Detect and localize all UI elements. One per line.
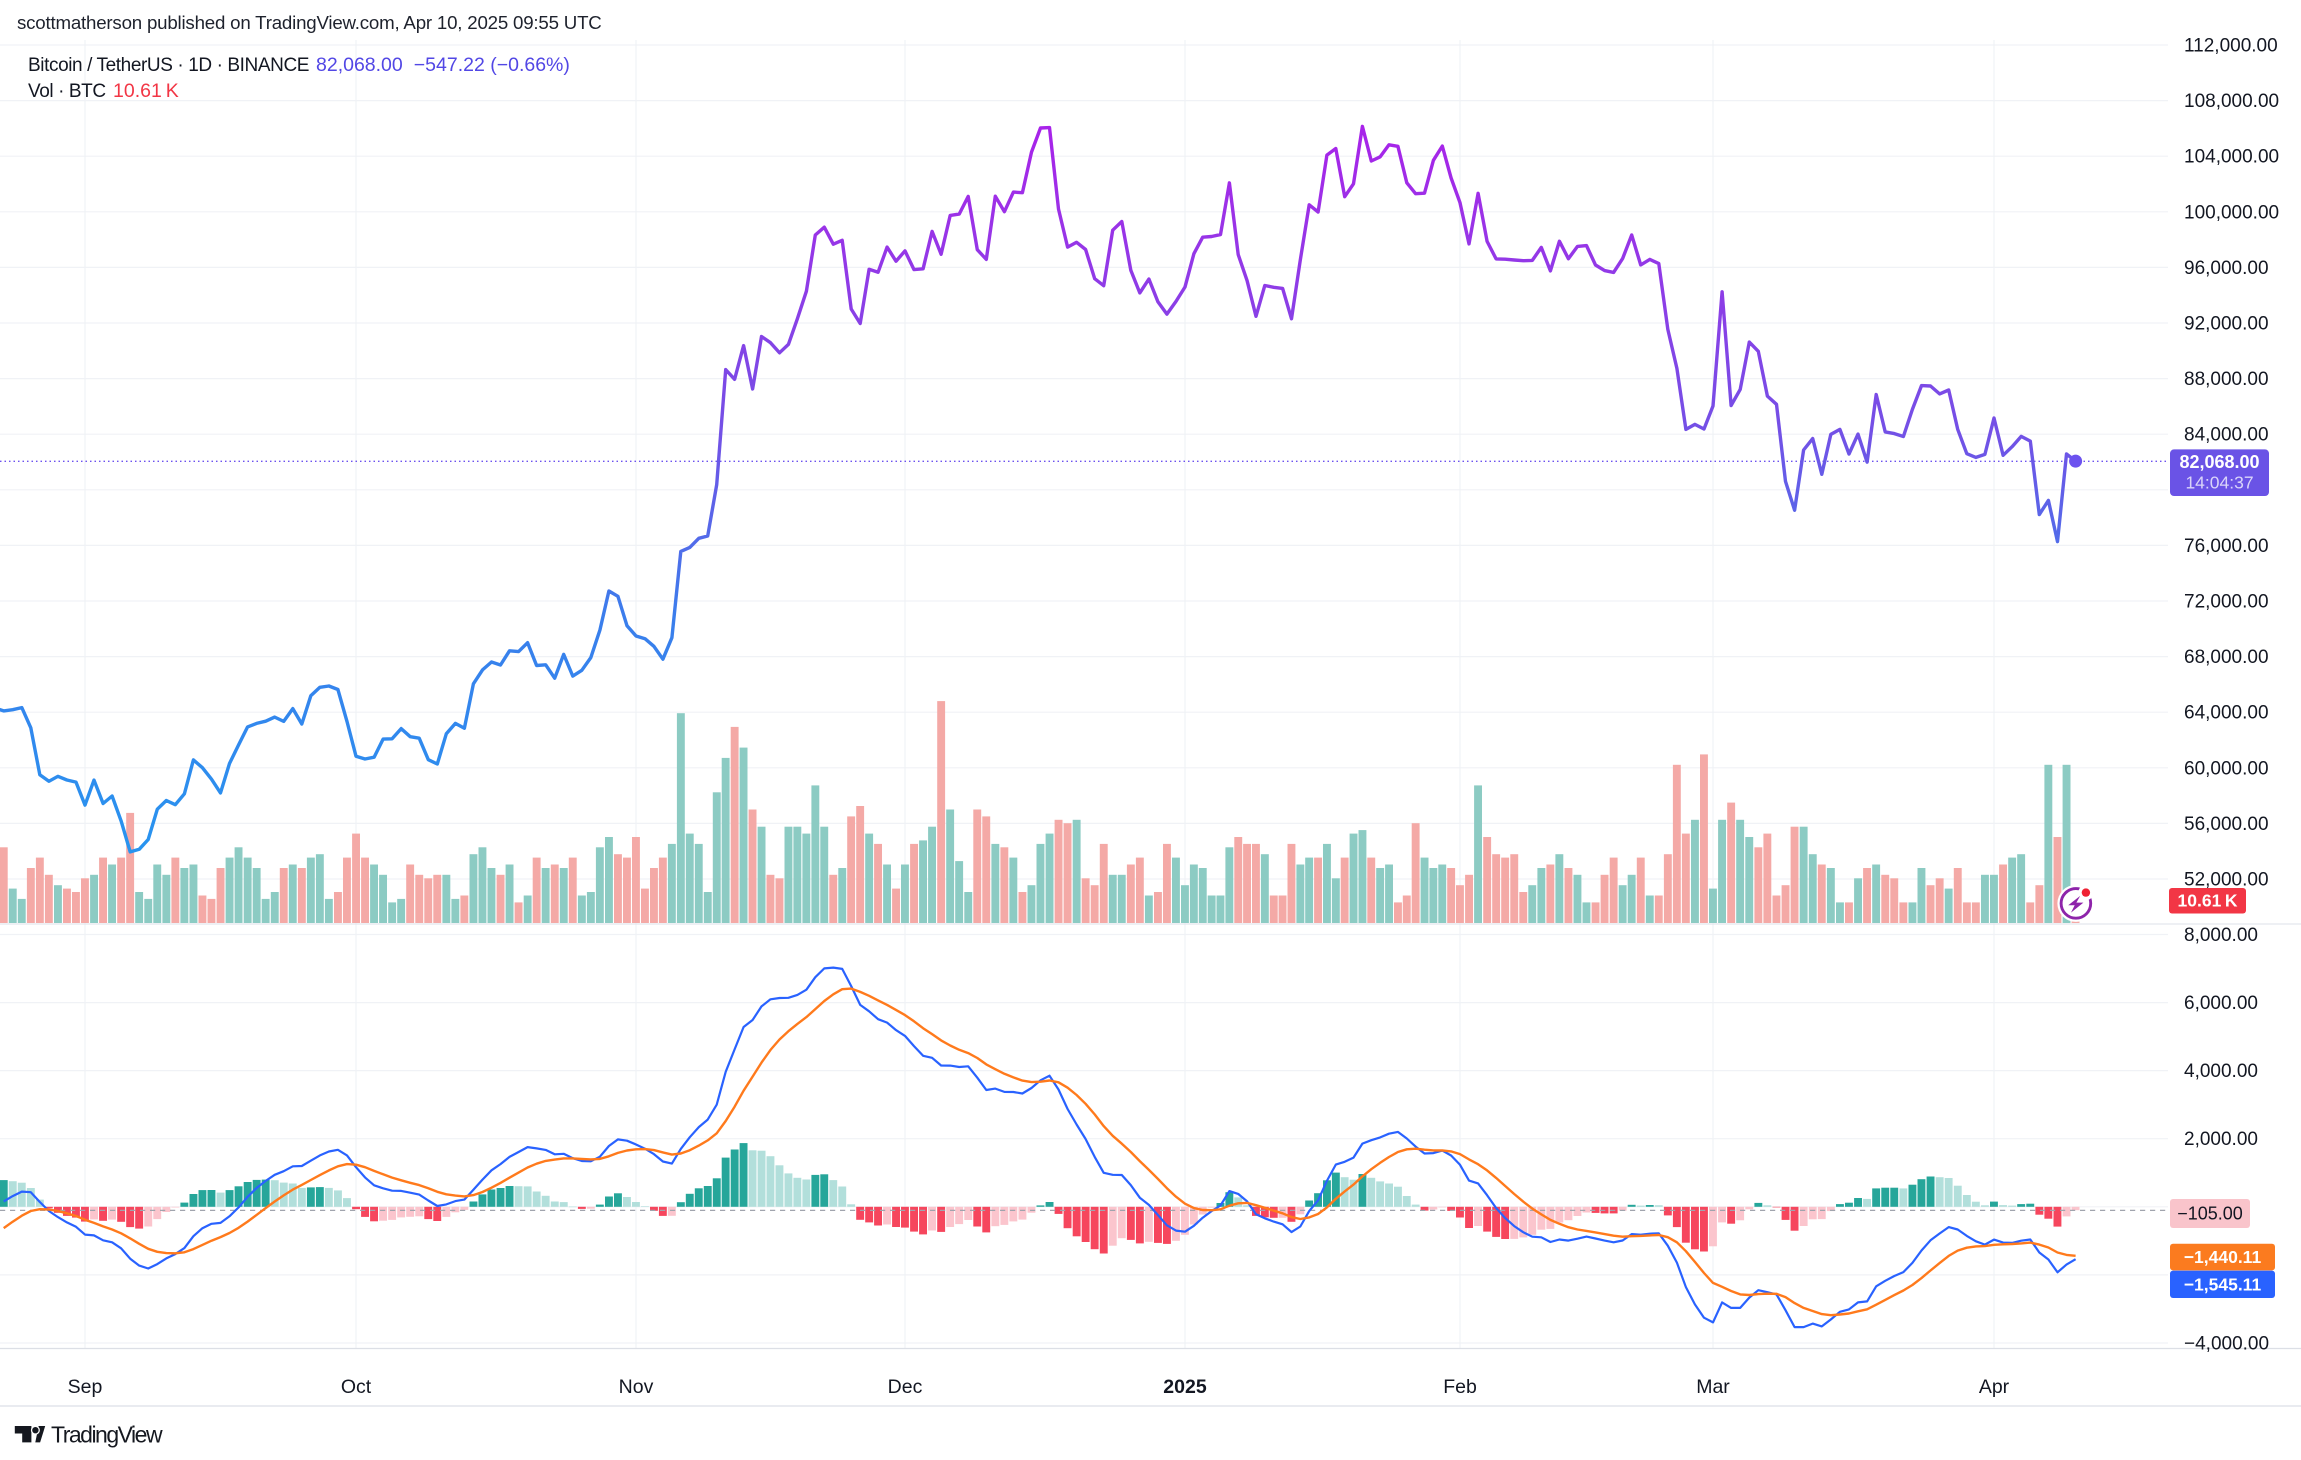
svg-text:76,000.00: 76,000.00 [2184, 536, 2269, 557]
svg-text:14:04:37: 14:04:37 [2185, 473, 2253, 493]
svg-text:108,000.00: 108,000.00 [2184, 91, 2279, 112]
svg-text:Dec: Dec [888, 1376, 923, 1398]
svg-text:scottmatherson published on Tr: scottmatherson published on TradingView.… [17, 12, 602, 33]
svg-text:Feb: Feb [1443, 1376, 1477, 1398]
svg-text:10.61 K: 10.61 K [113, 80, 179, 102]
svg-text:92,000.00: 92,000.00 [2184, 314, 2269, 335]
svg-text:64,000.00: 64,000.00 [2184, 703, 2269, 724]
svg-text:72,000.00: 72,000.00 [2184, 592, 2269, 613]
svg-text:−4,000.00: −4,000.00 [2184, 1334, 2269, 1355]
svg-text:Nov: Nov [619, 1376, 654, 1398]
svg-text:100,000.00: 100,000.00 [2184, 202, 2279, 223]
svg-text:Sep: Sep [68, 1376, 103, 1398]
svg-text:4,000.00: 4,000.00 [2184, 1061, 2258, 1082]
svg-text:2025: 2025 [1163, 1376, 1207, 1398]
svg-text:82,068.00−547.22 (−0.66%): 82,068.00 −547.22 (−0.66%) [316, 54, 570, 76]
svg-text:112,000.00: 112,000.00 [2184, 36, 2278, 57]
svg-text:−1,440.11: −1,440.11 [2184, 1247, 2262, 1267]
svg-text:88,000.00: 88,000.00 [2184, 369, 2269, 390]
svg-text:Oct: Oct [341, 1376, 372, 1398]
svg-text:52,000.00: 52,000.00 [2184, 870, 2269, 891]
svg-text:−105.00: −105.00 [2177, 1204, 2243, 1224]
svg-text:84,000.00: 84,000.00 [2184, 425, 2269, 446]
svg-text:Bitcoin / TetherUS · 1D · BINA: Bitcoin / TetherUS · 1D · BINANCE [28, 55, 309, 76]
svg-text:6,000.00: 6,000.00 [2184, 993, 2258, 1014]
svg-text:56,000.00: 56,000.00 [2184, 814, 2269, 835]
svg-text:8,000.00: 8,000.00 [2184, 925, 2258, 946]
svg-text:Vol · BTC: Vol · BTC [28, 81, 106, 102]
svg-text:68,000.00: 68,000.00 [2184, 647, 2269, 668]
svg-text:60,000.00: 60,000.00 [2184, 758, 2269, 779]
svg-text:Apr: Apr [1979, 1376, 2010, 1398]
svg-text:104,000.00: 104,000.00 [2184, 147, 2279, 168]
svg-text:82,068.00: 82,068.00 [2179, 452, 2259, 472]
svg-text:96,000.00: 96,000.00 [2184, 258, 2269, 279]
svg-text:2,000.00: 2,000.00 [2184, 1129, 2258, 1150]
svg-text:10.61 K: 10.61 K [2178, 891, 2238, 911]
svg-text:TradingView: TradingView [51, 1422, 163, 1448]
svg-text:−1,545.11: −1,545.11 [2184, 1275, 2262, 1295]
svg-text:Mar: Mar [1696, 1376, 1730, 1398]
